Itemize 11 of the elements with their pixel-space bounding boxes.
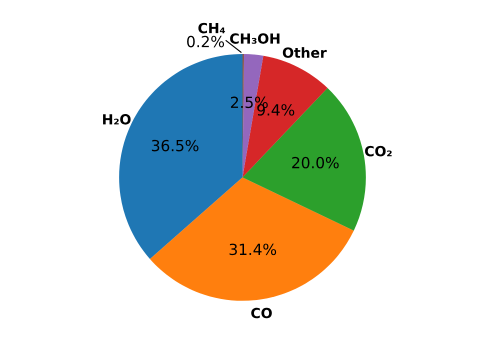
slice-label: Other [282,47,327,58]
slice-label: CH₄ [198,22,226,34]
pie-slice [150,177,354,301]
slice-label: CH₃OH [230,33,280,44]
slice-label: CO₂ [365,146,392,156]
data-label: 31.4% [230,244,276,256]
data-label: 20.0% [292,156,339,168]
slice-label: CO [251,308,272,318]
data-label: 36.5% [152,140,198,152]
slice-label: H₂O [103,114,131,125]
data-label: 0.2% [187,36,224,48]
